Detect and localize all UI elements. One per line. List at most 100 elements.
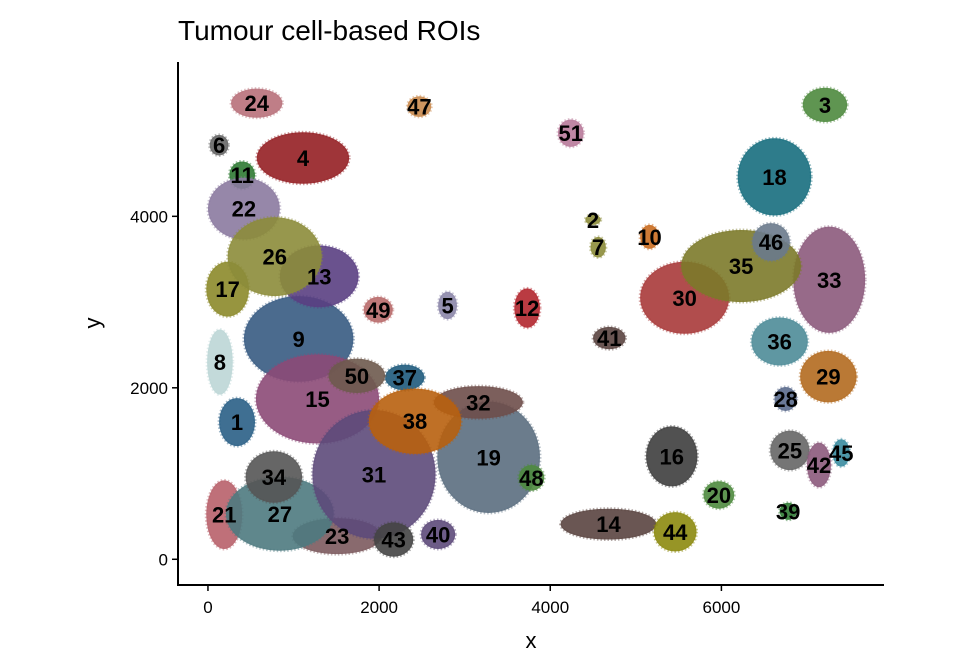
roi-region-45 [831,437,852,469]
roi-label-39: 39 [776,499,800,524]
roi-label-14: 14 [596,512,621,537]
roi-label-22: 22 [232,197,256,222]
chart-title: Tumour cell-based ROIs [178,15,480,46]
roi-label-25: 25 [778,438,802,463]
roi-region-19 [435,400,542,515]
roi-regions [204,86,867,559]
roi-region-34 [244,449,304,505]
roi-label-13: 13 [307,264,331,289]
roi-region-7 [588,235,608,259]
roi-label-44: 44 [663,520,688,545]
roi-label-27: 27 [268,502,292,527]
roi-region-44 [652,510,699,554]
roi-label-23: 23 [325,524,349,549]
roi-label-49: 49 [366,298,390,323]
roi-label-35: 35 [729,254,753,279]
roi-region-6 [208,133,230,157]
roi-label-34: 34 [262,465,287,490]
x-tick-label: 4000 [531,598,569,617]
roi-label-18: 18 [762,165,786,190]
y-tick-label: 2000 [130,379,168,398]
roi-label-24: 24 [244,91,269,116]
roi-label-29: 29 [816,365,840,390]
roi-label-5: 5 [441,293,453,318]
roi-label-36: 36 [767,330,791,355]
roi-region-38 [367,387,463,456]
roi-label-46: 46 [759,230,783,255]
roi-label-4: 4 [297,146,310,171]
y-tick-label: 4000 [130,207,168,226]
roi-region-8 [205,328,235,397]
x-axis-ticks: 0 2000 4000 6000 [203,585,740,617]
roi-region-25 [768,429,812,472]
roi-region-2 [583,213,603,227]
roi-region-12 [512,286,542,330]
roi-label-16: 16 [660,444,684,469]
roi-label-11: 11 [231,163,254,188]
roi-label-45: 45 [829,441,853,466]
roi-label-8: 8 [214,350,226,375]
y-axis-ticks: 0 2000 4000 [130,207,178,569]
roi-label-21: 21 [212,503,236,528]
roi-region-20 [701,479,736,511]
roi-label-9: 9 [293,327,305,352]
roi-label-12: 12 [515,296,539,321]
roi-label-38: 38 [403,409,427,434]
roi-label-19: 19 [476,445,500,470]
roi-region-51 [556,117,586,149]
roi-label-43: 43 [381,528,405,553]
x-tick-label: 6000 [702,598,740,617]
y-tick-label: 0 [159,550,168,569]
roi-region-39 [778,501,799,522]
roi-label-30: 30 [672,286,696,311]
roi-label-17: 17 [215,277,239,302]
roi-label-40: 40 [426,522,450,547]
roi-label-41: 41 [597,326,621,351]
roi-region-1 [217,396,257,448]
roi-label-50: 50 [345,364,369,389]
roi-region-24 [229,87,284,120]
x-tick-label: 0 [203,598,212,617]
roi-region-3 [801,86,849,124]
roi-label-33: 33 [817,268,841,293]
roi-label-15: 15 [305,387,329,412]
roi-region-4 [255,130,351,186]
roi-region-28 [772,385,799,413]
roi-region-46 [750,221,792,263]
roi-label-26: 26 [262,245,286,270]
roi-region-43 [372,520,415,559]
roi-region-29 [798,349,859,404]
roi-label-42: 42 [807,453,831,478]
y-axis-title: y [80,318,105,329]
roi-region-18 [736,136,813,217]
roi-label-32: 32 [466,390,490,415]
roi-region-26 [226,215,324,298]
roi-region-36 [749,315,810,368]
roi-label-6: 6 [213,133,225,158]
roi-label-2: 2 [587,208,599,233]
roi-label-51: 51 [559,121,583,146]
roi-region-47 [405,94,433,119]
roi-label-28: 28 [773,387,797,412]
roi-label-1: 1 [231,410,243,435]
roi-label-20: 20 [707,483,731,508]
x-tick-label: 2000 [360,598,398,617]
roi-region-50 [327,357,387,395]
roi-region-16 [644,424,699,488]
roi-labels: 1234567891011121314151617181920212223242… [212,91,853,552]
roi-label-7: 7 [592,235,604,260]
roi-label-48: 48 [519,466,543,491]
roi-region-48 [517,463,546,493]
roi-region-42 [805,441,833,489]
roi-region-10 [638,223,661,251]
roi-label-10: 10 [637,225,661,250]
roi-region-41 [591,325,628,351]
roi-region-40 [419,518,457,551]
roi-region-5 [436,290,459,321]
roi-label-3: 3 [819,93,831,118]
roi-label-37: 37 [393,366,417,391]
x-axis-title: x [526,628,537,653]
roi-label-31: 31 [362,462,386,487]
roi-region-49 [362,295,395,325]
